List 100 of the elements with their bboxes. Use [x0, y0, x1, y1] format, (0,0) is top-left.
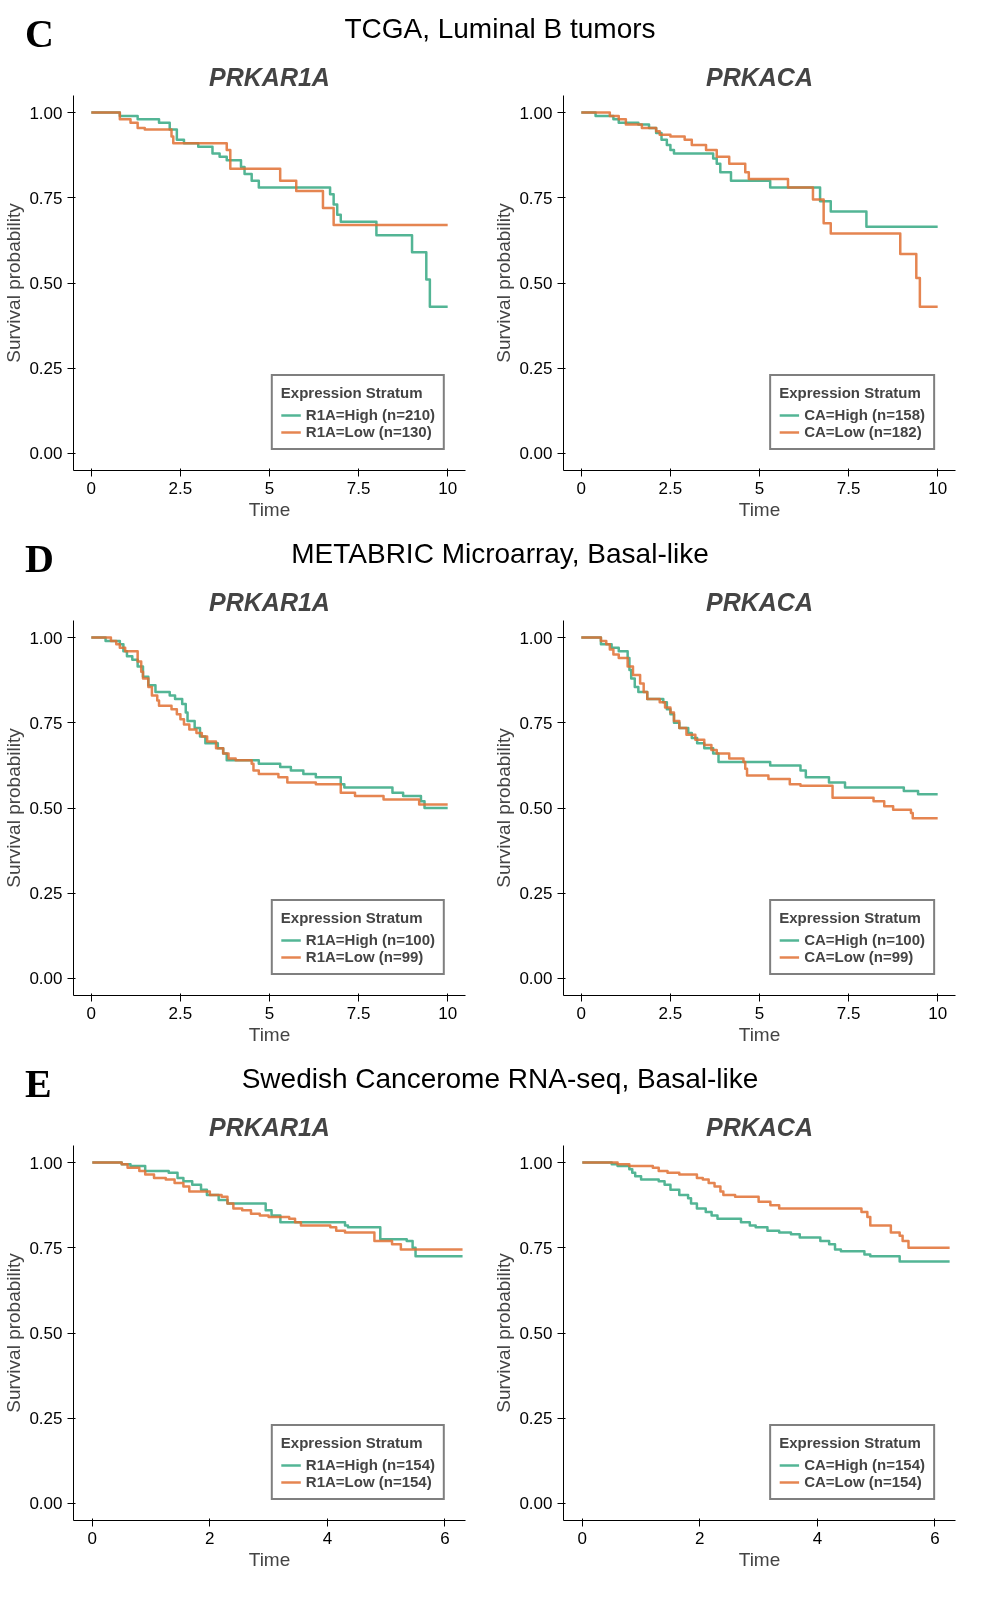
y-tick-label: 0.00	[519, 969, 553, 989]
x-tick-label: 6	[930, 1528, 940, 1548]
y-tick-label: 1.00	[29, 1153, 63, 1173]
x-tick-label: 10	[928, 478, 948, 498]
x-tick-label: 0	[576, 478, 587, 498]
y-tick-label: 0.25	[29, 884, 63, 904]
legend-label: CA=Low (n=99)	[804, 948, 914, 965]
y-tick-label: 0.75	[29, 1238, 63, 1258]
y-tick-label: 1.00	[519, 1153, 553, 1173]
x-tick-label: 4	[812, 1528, 823, 1548]
x-axis-title: Time	[248, 1023, 291, 1045]
y-tick-label: 0.25	[29, 1409, 63, 1429]
y-axis-title: Survival probability	[3, 727, 25, 888]
x-axis-title: Time	[738, 498, 781, 520]
x-axis-title: Time	[248, 1548, 291, 1570]
legend-label: CA=High (n=100)	[804, 931, 925, 948]
legend-label: R1A=Low (n=130)	[305, 423, 432, 440]
x-tick-label: 0	[576, 1003, 587, 1023]
legend-title: Expression Stratum	[280, 384, 424, 401]
y-tick-label: 0.00	[519, 444, 553, 464]
x-axis-title: Time	[738, 1023, 781, 1045]
chart-subtitle: Swedish Cancerome RNA-seq, Basal-like	[241, 1063, 759, 1094]
y-tick-label: 0.25	[519, 884, 553, 904]
legend-title: Expression Stratum	[779, 909, 922, 926]
x-tick-label: 2.5	[168, 1003, 193, 1023]
x-tick-label: 6	[440, 1528, 450, 1548]
x-tick-label: 2.5	[168, 478, 193, 498]
y-tick-label: 0.75	[519, 713, 553, 733]
y-axis-title: Survival probability	[3, 1252, 25, 1413]
legend-title: Expression Stratum	[779, 384, 922, 401]
y-tick-label: 0.50	[519, 1324, 553, 1343]
x-tick-label: 2	[695, 1528, 705, 1548]
y-axis-title: Survival probability	[493, 1252, 515, 1413]
chart-subtitle: METABRIC Microarray, Basal-like	[291, 538, 709, 569]
legend-title: Expression Stratum	[779, 1434, 922, 1451]
x-tick-label: 4	[322, 1528, 333, 1548]
y-tick-label: 0.50	[29, 799, 63, 818]
legend-label: R1A=Low (n=154)	[305, 1473, 432, 1490]
x-axis-title: Time	[248, 498, 291, 520]
x-tick-label: 2.5	[658, 478, 683, 498]
x-axis-title: Time	[738, 1548, 781, 1570]
x-tick-label: 2.5	[658, 1003, 683, 1023]
y-tick-label: 0.00	[29, 1494, 63, 1514]
legend-label: CA=High (n=158)	[804, 406, 925, 423]
legend-label: R1A=Low (n=99)	[305, 948, 424, 965]
y-tick-label: 0.50	[29, 274, 63, 293]
y-tick-label: 0.75	[29, 713, 63, 733]
chart-title: PRKAR1A	[209, 62, 330, 91]
y-axis-title: Survival probability	[493, 202, 515, 363]
x-tick-label: 0	[577, 1528, 588, 1548]
x-tick-label: 0	[87, 1528, 98, 1548]
chart-subtitle: TCGA, Luminal B tumors	[344, 13, 656, 44]
legend-label: CA=High (n=154)	[804, 1456, 925, 1473]
x-tick-label: 7.5	[836, 478, 861, 498]
x-tick-label: 10	[928, 1003, 948, 1023]
x-tick-label: 2	[205, 1528, 215, 1548]
chart-title: PRKAR1A	[209, 587, 330, 616]
x-tick-label: 10	[438, 1003, 458, 1023]
y-axis-title: Survival probability	[493, 727, 515, 888]
x-tick-label: 5	[264, 478, 275, 498]
y-tick-label: 0.25	[519, 1409, 553, 1429]
y-tick-label: 1.00	[519, 103, 553, 123]
text: C	[25, 10, 54, 58]
x-tick-label: 0	[86, 1003, 97, 1023]
y-tick-label: 1.00	[519, 628, 553, 648]
y-axis-title: Survival probability	[3, 202, 25, 363]
legend-title: Expression Stratum	[280, 909, 424, 926]
y-tick-label: 0.50	[29, 1324, 63, 1343]
y-tick-label: 1.00	[29, 103, 63, 123]
legend-title: Expression Stratum	[280, 1434, 424, 1451]
y-tick-label: 0.00	[29, 444, 63, 464]
y-tick-label: 0.75	[29, 188, 63, 208]
x-tick-label: 0	[86, 478, 97, 498]
y-tick-label: 0.75	[519, 1238, 553, 1258]
legend-label: CA=Low (n=154)	[804, 1473, 922, 1490]
text: D	[25, 535, 54, 583]
legend-label: R1A=High (n=154)	[305, 1456, 435, 1473]
y-tick-label: 0.75	[519, 188, 553, 208]
x-tick-label: 5	[264, 1003, 275, 1023]
legend-label: R1A=High (n=210)	[305, 406, 435, 423]
x-tick-label: 5	[754, 1003, 765, 1023]
x-tick-label: 7.5	[346, 1003, 371, 1023]
y-tick-label: 0.25	[29, 359, 63, 379]
x-tick-label: 5	[754, 478, 765, 498]
legend-label: R1A=High (n=100)	[305, 931, 435, 948]
y-tick-label: 0.25	[519, 359, 553, 379]
y-tick-label: 1.00	[29, 628, 63, 648]
y-tick-label: 0.50	[519, 274, 553, 293]
chart-title: PRKACA	[706, 62, 813, 91]
chart-title: PRKACA	[706, 1112, 813, 1141]
chart-title: PRKACA	[706, 587, 813, 616]
x-tick-label: 7.5	[346, 478, 371, 498]
x-tick-label: 7.5	[836, 1003, 861, 1023]
legend-label: CA=Low (n=182)	[804, 423, 922, 440]
x-tick-label: 10	[438, 478, 458, 498]
text: E	[25, 1060, 52, 1108]
chart-title: PRKAR1A	[209, 1112, 330, 1141]
y-tick-label: 0.50	[519, 799, 553, 818]
y-tick-label: 0.00	[29, 969, 63, 989]
y-tick-label: 0.00	[519, 1494, 553, 1514]
